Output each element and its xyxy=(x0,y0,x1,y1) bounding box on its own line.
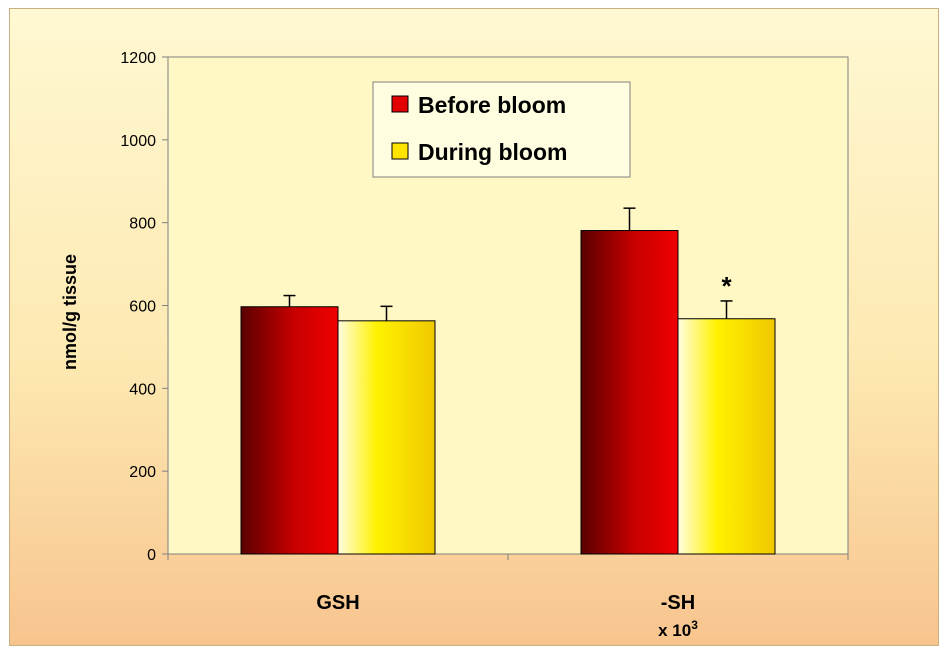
category-sublabel-1: x 103 xyxy=(658,618,698,640)
y-axis-title: nmol/g tissue xyxy=(60,254,80,370)
y-tick-label: 800 xyxy=(129,216,156,233)
legend-box xyxy=(372,81,631,178)
legend: Before bloom During bloom xyxy=(372,81,631,178)
legend-swatch-before-bloom xyxy=(391,95,409,113)
legend-label-before-bloom: Before bloom xyxy=(418,92,566,118)
y-tick-label: 600 xyxy=(129,299,156,316)
error-bars xyxy=(283,207,733,321)
y-tick-label: 0 xyxy=(147,547,156,564)
legend-label-during-bloom: During bloom xyxy=(418,139,567,165)
significance-asterisk: * xyxy=(721,271,732,301)
bar-before-bloom-1 xyxy=(580,230,679,555)
y-tick-label: 200 xyxy=(129,464,156,481)
bar-before-bloom-0 xyxy=(240,306,339,555)
y-tick-label: 1000 xyxy=(120,133,156,150)
category-label-0: GSH xyxy=(316,592,359,614)
y-tick-label: 1200 xyxy=(120,50,156,67)
category-sublabel-superscript: 3 xyxy=(691,618,698,632)
category-labels: GSH -SH x 103 xyxy=(316,592,698,640)
y-tick-label: 400 xyxy=(129,381,156,398)
bars xyxy=(240,230,776,555)
bar-during-bloom-1 xyxy=(677,318,776,555)
legend-swatch-during-bloom xyxy=(391,142,409,160)
bar-during-bloom-0 xyxy=(337,320,436,555)
category-label-1: -SH xyxy=(661,592,695,614)
